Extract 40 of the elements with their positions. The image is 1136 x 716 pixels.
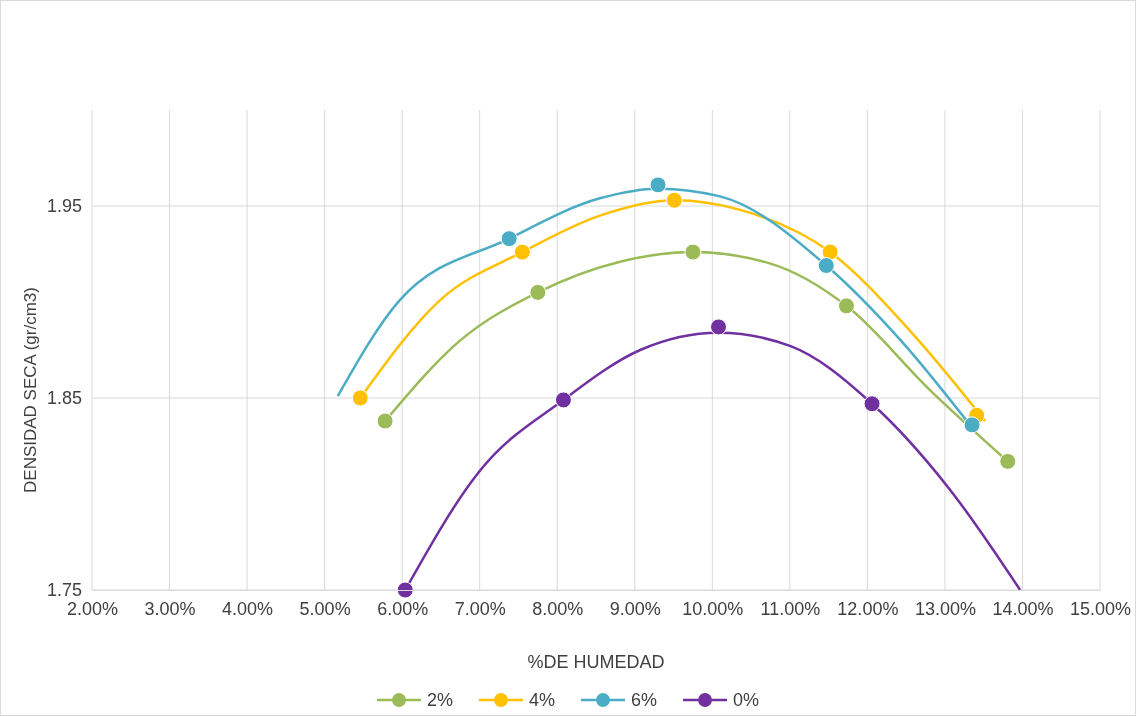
y-axis-title: DENSIDAD SECA (gr/cm3) bbox=[21, 287, 40, 493]
point bbox=[684, 243, 702, 261]
x-tick-label: 13.00% bbox=[914, 598, 976, 619]
x-tick-label: 11.00% bbox=[760, 598, 821, 619]
x-tick-label: 10.00% bbox=[682, 598, 744, 619]
point bbox=[817, 257, 835, 274]
x-tick-label: 8.00% bbox=[532, 598, 584, 619]
legend-label: 4% bbox=[528, 690, 555, 710]
point bbox=[376, 412, 394, 430]
x-tick-label: 15.00% bbox=[1069, 598, 1132, 619]
x-tick-label: 2.00% bbox=[66, 598, 119, 619]
x-tick-label: 5.00% bbox=[299, 598, 351, 619]
y-tick-label: 1.75 bbox=[46, 580, 82, 601]
x-tick-label: 9.00% bbox=[609, 598, 661, 619]
point bbox=[554, 391, 572, 409]
x-tick-label: 3.00% bbox=[144, 598, 196, 619]
legend-label: 0% bbox=[733, 690, 760, 710]
point bbox=[963, 416, 981, 434]
legend-label: 2% bbox=[426, 690, 453, 710]
x-tick-label: 12.00% bbox=[837, 598, 899, 619]
x-tick-label: 7.00% bbox=[454, 598, 506, 619]
point bbox=[999, 452, 1017, 470]
point bbox=[500, 230, 518, 248]
point bbox=[396, 581, 414, 599]
legend-label: 6% bbox=[631, 690, 658, 710]
point bbox=[837, 297, 855, 315]
point bbox=[513, 243, 531, 261]
x-tick-label: 6.00% bbox=[377, 598, 429, 619]
point bbox=[863, 395, 881, 413]
x-tick-label: 14.00% bbox=[992, 598, 1054, 619]
y-tick-label: 1.95 bbox=[46, 196, 82, 217]
point bbox=[821, 243, 839, 261]
point bbox=[351, 389, 369, 407]
point bbox=[529, 283, 547, 301]
point bbox=[665, 191, 683, 209]
x-axis-title: %DE HUMEDAD bbox=[527, 652, 665, 672]
y-tick-label: 1.85 bbox=[46, 388, 82, 409]
x-tick-label: 4.00% bbox=[222, 598, 274, 619]
point bbox=[710, 318, 727, 336]
point bbox=[649, 176, 667, 194]
